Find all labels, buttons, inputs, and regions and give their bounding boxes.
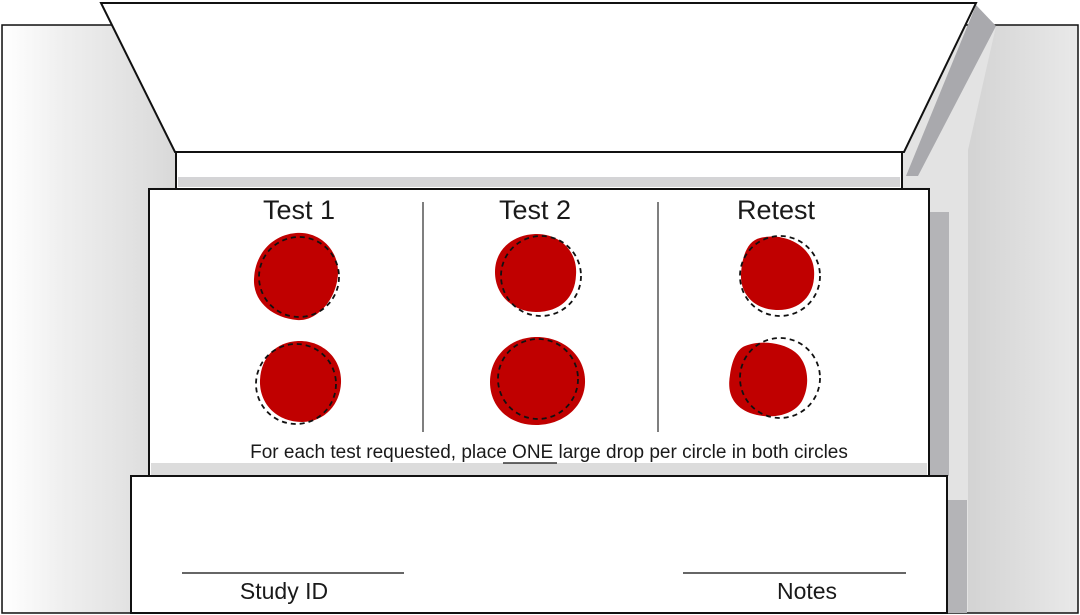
flap-strip-shadow xyxy=(178,177,900,187)
target-circle xyxy=(258,236,340,318)
card-shadow-lower xyxy=(947,500,967,613)
blood-drop xyxy=(740,236,815,311)
instruction-before: For each test requested, place xyxy=(250,442,512,463)
card-bottom-shade xyxy=(151,463,927,475)
study-id-label: Study ID xyxy=(240,578,328,604)
instruction-text: For each test requested, place ONE large… xyxy=(250,442,848,463)
column-title-test-2: Test 2 xyxy=(499,195,571,225)
test-1-spot-top xyxy=(253,232,340,321)
test-2-spot-top xyxy=(495,233,582,317)
target-circle xyxy=(500,235,582,317)
envelope-right-shade xyxy=(968,26,1077,612)
blood-spot-card xyxy=(148,188,930,477)
target-circle xyxy=(739,235,821,317)
top-flap xyxy=(99,2,978,153)
notes-label: Notes xyxy=(777,578,837,604)
target-circle xyxy=(497,338,579,420)
flap-shadow xyxy=(906,5,996,176)
target-circle xyxy=(739,337,821,419)
target-circle xyxy=(255,343,337,425)
blood-drop xyxy=(495,233,577,312)
instruction-after: large drop per circle in both circles xyxy=(553,442,848,463)
instruction-emphasis: ONE xyxy=(512,442,553,463)
retest-spot-top xyxy=(739,235,821,317)
label-card xyxy=(130,475,948,614)
test-2-spot-bottom xyxy=(490,336,586,425)
card-shadow-upper xyxy=(929,212,949,476)
blood-drop xyxy=(490,336,586,425)
blood-drop xyxy=(259,340,342,422)
blood-drop xyxy=(253,232,338,321)
column-title-test-1: Test 1 xyxy=(263,195,335,225)
blood-drop xyxy=(729,342,808,417)
column-title-retest: Retest xyxy=(737,195,816,225)
test-1-spot-bottom xyxy=(255,340,342,425)
retest-spot-bottom xyxy=(729,337,821,419)
